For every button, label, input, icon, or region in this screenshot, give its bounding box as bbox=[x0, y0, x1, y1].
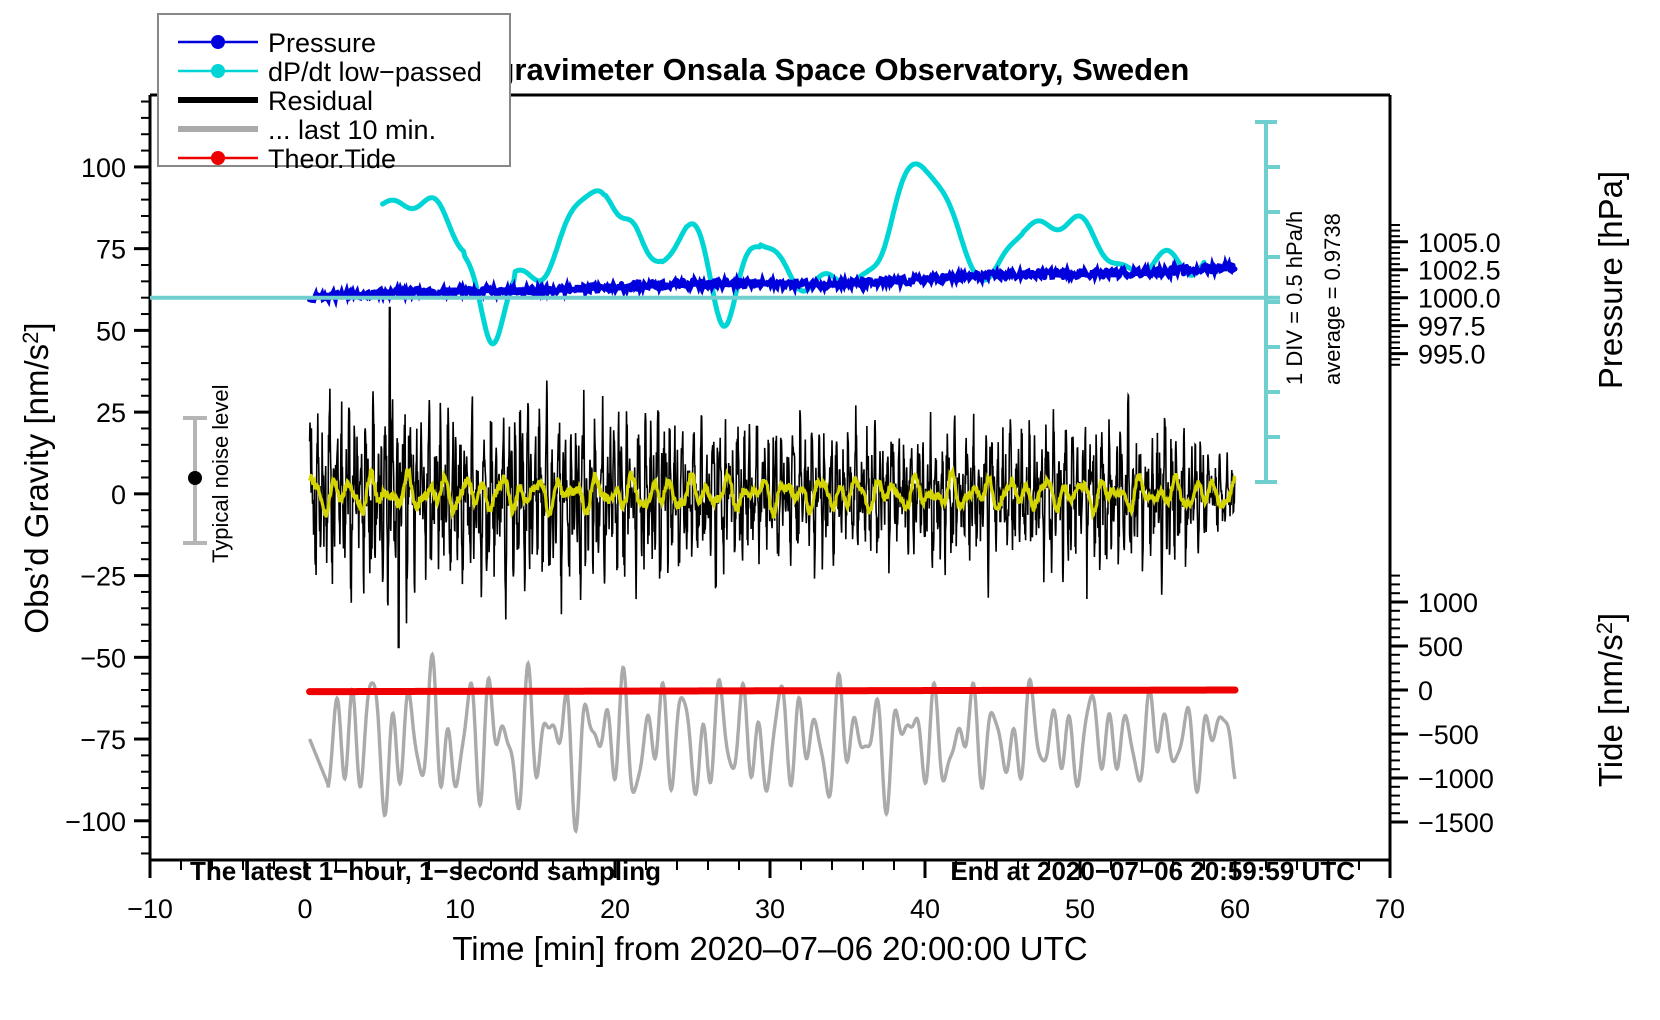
svg-text:70: 70 bbox=[1375, 894, 1405, 924]
svg-text:1000.0: 1000.0 bbox=[1418, 284, 1501, 314]
svg-text:10: 10 bbox=[445, 894, 475, 924]
typical-noise-marker bbox=[183, 416, 207, 545]
x-axis-title: Time [min] from 2020–07–06 20:00:00 UTC bbox=[452, 930, 1087, 967]
scalebar-div-label: 1 DIV = 0.5 hPa/h bbox=[1282, 211, 1307, 385]
annotation-bottom-right: End at 2020−07−06 20:59:59 UTC bbox=[950, 856, 1355, 886]
svg-text:−100: −100 bbox=[65, 807, 126, 837]
svg-text:997.5: 997.5 bbox=[1418, 312, 1486, 342]
scalebar-average-label: average = 0.9738 bbox=[1320, 213, 1345, 385]
svg-text:25: 25 bbox=[96, 398, 126, 428]
svg-text:100: 100 bbox=[81, 153, 126, 183]
svg-text:0: 0 bbox=[111, 480, 126, 510]
typical-noise-level-label: Typical noise level bbox=[208, 384, 233, 563]
svg-text:−75: −75 bbox=[80, 725, 126, 755]
annotation-bottom-left: The latest 1−hour, 1−second sampling bbox=[190, 856, 661, 886]
legend-item-3: ... last 10 min. bbox=[178, 115, 436, 145]
series-residual-lowfreq bbox=[308, 465, 1237, 521]
legend-label: ... last 10 min. bbox=[268, 115, 436, 145]
svg-text:1005.0: 1005.0 bbox=[1418, 228, 1501, 258]
svg-text:40: 40 bbox=[910, 894, 940, 924]
svg-text:−1000: −1000 bbox=[1418, 764, 1494, 794]
svg-text:50: 50 bbox=[1065, 894, 1095, 924]
y-axis-left-title: Obs’d Gravity [nm/s2] bbox=[18, 322, 55, 633]
y-axis-left-ticks: 100 75 50 25 0 −25 −50 −75 −100 bbox=[65, 100, 150, 855]
svg-text:−50: −50 bbox=[80, 643, 126, 673]
svg-text:−1500: −1500 bbox=[1418, 808, 1494, 838]
y-axis-tide-title: Tide [nm/s2] bbox=[1592, 613, 1629, 787]
svg-text:−500: −500 bbox=[1418, 720, 1479, 750]
svg-text:1002.5: 1002.5 bbox=[1418, 256, 1501, 286]
svg-text:75: 75 bbox=[96, 235, 126, 265]
legend-item-1: dP/dt low−passed bbox=[178, 57, 482, 87]
y-axis-pressure-title: Pressure [hPa] bbox=[1592, 171, 1629, 389]
svg-text:0: 0 bbox=[1418, 676, 1433, 706]
series-last-10-min bbox=[308, 651, 1237, 834]
legend-item-2: Residual bbox=[178, 86, 373, 116]
svg-text:20: 20 bbox=[600, 894, 630, 924]
legend-item-0: Pressure bbox=[178, 28, 376, 58]
series-pressure bbox=[307, 254, 1238, 309]
svg-text:30: 30 bbox=[755, 894, 785, 924]
legend-label: Theor.Tide bbox=[268, 144, 396, 174]
series-theor-tide bbox=[306, 686, 1239, 696]
x-axis-ticks: −10 0 10 20 30 40 50 60 70 bbox=[127, 860, 1405, 924]
svg-text:1000: 1000 bbox=[1418, 588, 1478, 618]
legend-item-4: Theor.Tide bbox=[178, 144, 396, 174]
legend-label: dP/dt low−passed bbox=[268, 57, 482, 87]
svg-text:60: 60 bbox=[1220, 894, 1250, 924]
dpdt-scalebar bbox=[150, 120, 1280, 484]
svg-text:50: 50 bbox=[96, 316, 126, 346]
y-axis-tide-ticks: 1000 500 0 −500 −1000 −1500 bbox=[1390, 574, 1494, 838]
svg-text:0: 0 bbox=[297, 894, 312, 924]
svg-text:−10: −10 bbox=[127, 894, 173, 924]
svg-text:995.0: 995.0 bbox=[1418, 340, 1486, 370]
svg-text:500: 500 bbox=[1418, 632, 1463, 662]
svg-text:−25: −25 bbox=[80, 562, 126, 592]
legend-label: Residual bbox=[268, 86, 373, 116]
legend-label: Pressure bbox=[268, 28, 376, 58]
